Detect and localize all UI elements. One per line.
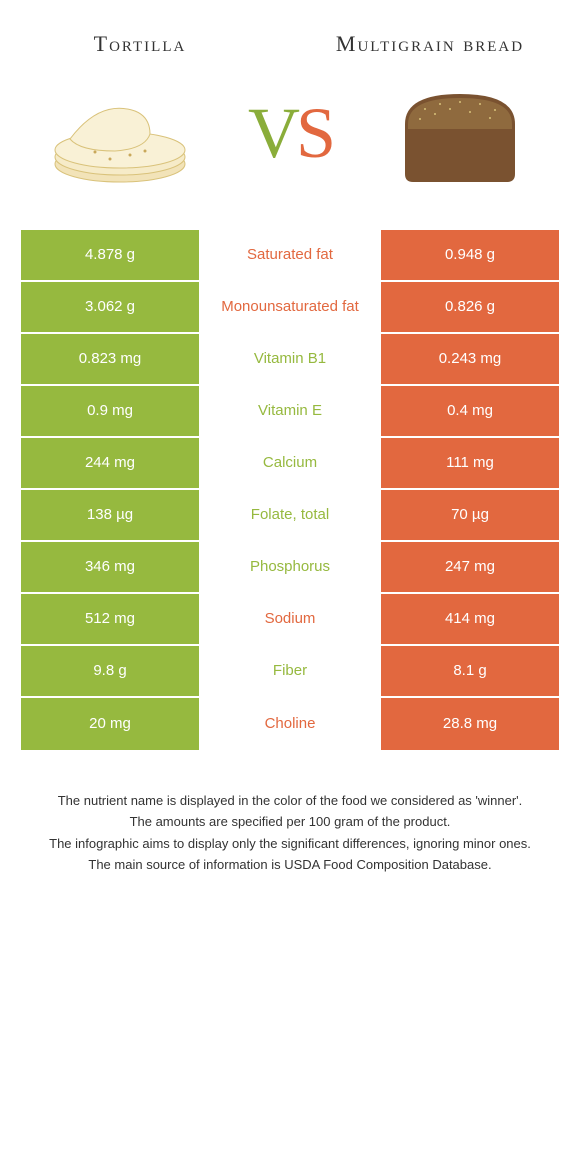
vs-v: V [248,93,296,173]
right-value: 0.948 g [379,230,559,280]
left-value: 3.062 g [21,282,201,332]
right-value: 0.826 g [379,282,559,332]
vs-s: S [296,93,332,173]
right-value: 414 mg [379,594,559,644]
tortilla-image [30,69,210,199]
footnotes: The nutrient name is displayed in the co… [30,791,550,875]
table-row: 3.062 gMonounsaturated fat0.826 g [21,282,559,334]
nutrient-label: Monounsaturated fat [201,282,379,332]
table-row: 20 mgCholine28.8 mg [21,698,559,750]
nutrient-label: Vitamin E [201,386,379,436]
table-row: 138 µgFolate, total70 µg [21,490,559,542]
nutrient-label: Sodium [201,594,379,644]
nutrient-label: Saturated fat [201,230,379,280]
left-value: 20 mg [21,698,201,750]
nutrient-label: Folate, total [201,490,379,540]
table-row: 512 mgSodium414 mg [21,594,559,646]
nutrient-label: Calcium [201,438,379,488]
right-value: 70 µg [379,490,559,540]
right-value: 28.8 mg [379,698,559,750]
left-food-title: Tortilla [40,30,240,59]
table-row: 4.878 gSaturated fat0.948 g [21,230,559,282]
nutrient-label: Phosphorus [201,542,379,592]
nutrient-label: Fiber [201,646,379,696]
table-row: 0.823 mgVitamin B10.243 mg [21,334,559,386]
left-value: 0.823 mg [21,334,201,384]
left-value: 4.878 g [21,230,201,280]
nutrient-table: 4.878 gSaturated fat0.948 g3.062 gMonoun… [20,229,560,751]
left-value: 346 mg [21,542,201,592]
right-value: 247 mg [379,542,559,592]
footnote-line: The infographic aims to display only the… [30,834,550,854]
nutrient-label: Choline [201,698,379,750]
right-value: 0.243 mg [379,334,559,384]
images-row: VS [0,69,580,219]
left-value: 244 mg [21,438,201,488]
right-value: 8.1 g [379,646,559,696]
left-value: 0.9 mg [21,386,201,436]
footnote-line: The nutrient name is displayed in the co… [30,791,550,811]
footnote-line: The amounts are specified per 100 gram o… [30,812,550,832]
left-value: 512 mg [21,594,201,644]
table-row: 9.8 gFiber8.1 g [21,646,559,698]
left-value: 9.8 g [21,646,201,696]
right-value: 0.4 mg [379,386,559,436]
right-value: 111 mg [379,438,559,488]
nutrient-label: Vitamin B1 [201,334,379,384]
table-row: 0.9 mgVitamin E0.4 mg [21,386,559,438]
vs-label: VS [248,92,332,175]
bread-image [370,69,550,199]
table-row: 244 mgCalcium111 mg [21,438,559,490]
left-value: 138 µg [21,490,201,540]
header: Tortilla Multigrain bread [0,0,580,69]
table-row: 346 mgPhosphorus247 mg [21,542,559,594]
footnote-line: The main source of information is USDA F… [30,855,550,875]
right-food-title: Multigrain bread [320,30,540,59]
